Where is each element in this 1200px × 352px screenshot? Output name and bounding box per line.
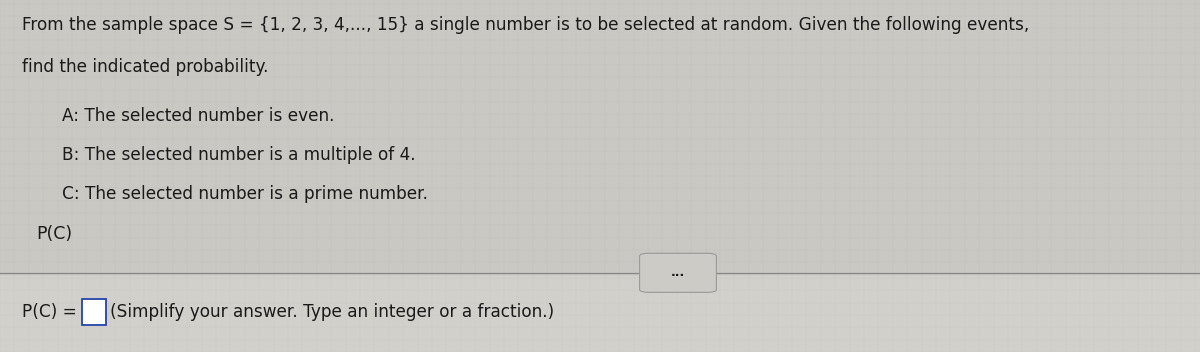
FancyBboxPatch shape <box>0 0 1200 275</box>
Text: B: The selected number is a multiple of 4.: B: The selected number is a multiple of … <box>62 146 416 164</box>
Text: (Simplify your answer. Type an integer or a fraction.): (Simplify your answer. Type an integer o… <box>110 302 554 321</box>
Text: ...: ... <box>671 266 685 279</box>
Text: A: The selected number is even.: A: The selected number is even. <box>62 107 335 125</box>
Text: P(C): P(C) <box>36 225 72 243</box>
Text: From the sample space S = {1, 2, 3, 4,..., 15} a single number is to be selected: From the sample space S = {1, 2, 3, 4,..… <box>22 16 1028 34</box>
FancyBboxPatch shape <box>82 299 106 325</box>
FancyBboxPatch shape <box>640 253 716 292</box>
Text: C: The selected number is a prime number.: C: The selected number is a prime number… <box>62 185 428 203</box>
Text: find the indicated probability.: find the indicated probability. <box>22 58 268 76</box>
Text: P(C) =: P(C) = <box>22 302 77 321</box>
FancyBboxPatch shape <box>0 275 1200 352</box>
